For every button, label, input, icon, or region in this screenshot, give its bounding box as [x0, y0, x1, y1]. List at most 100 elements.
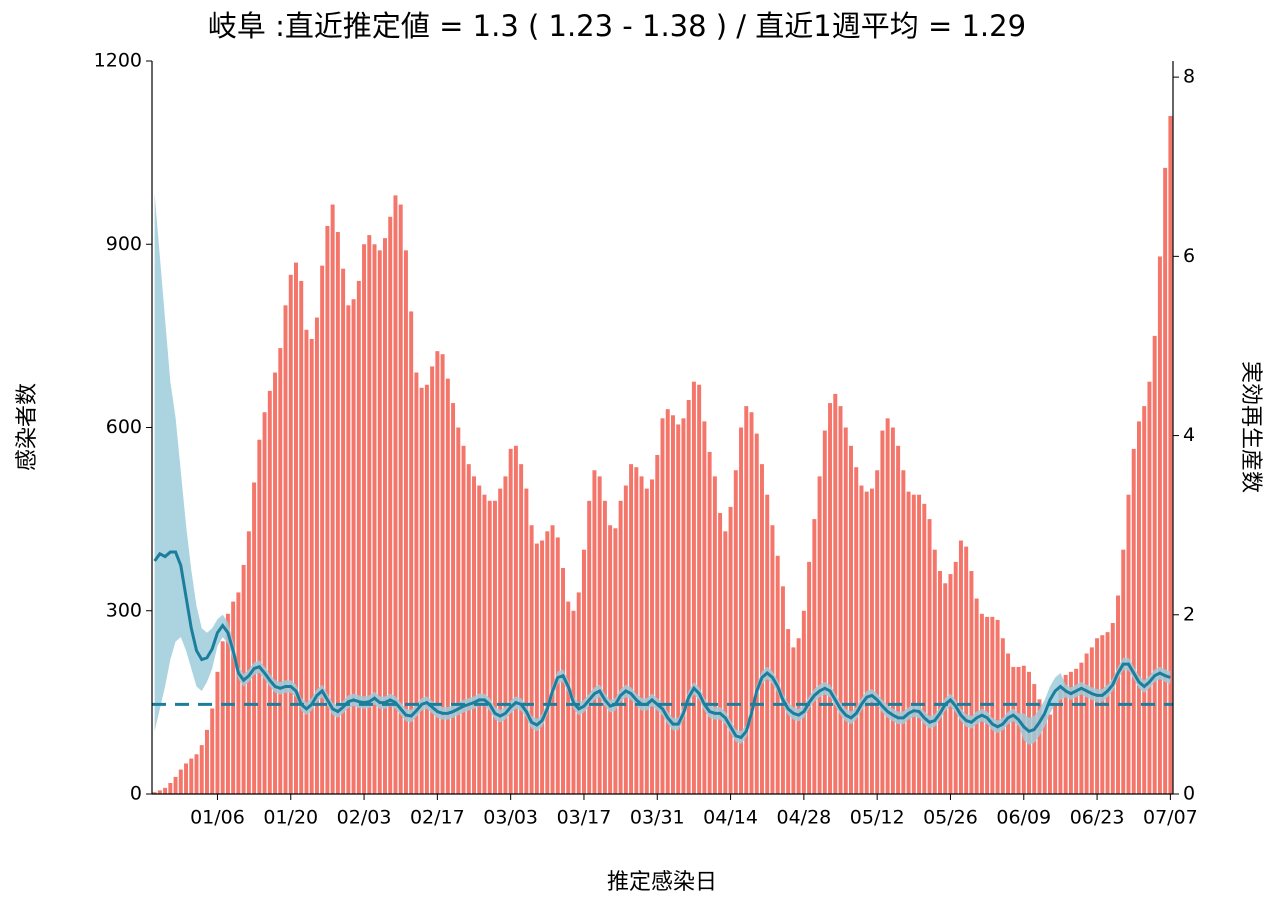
bar	[262, 412, 267, 794]
bar	[456, 427, 461, 794]
y-tick-label: 1200	[94, 50, 142, 72]
bar	[257, 439, 262, 794]
bar	[958, 540, 963, 794]
bar	[1011, 666, 1016, 794]
bar	[922, 503, 927, 794]
bar	[388, 216, 393, 794]
bar	[697, 384, 702, 794]
bar	[314, 317, 319, 794]
y2-tick-label: 4	[1183, 424, 1195, 446]
bar	[953, 561, 958, 794]
bar	[1147, 381, 1152, 794]
bar	[581, 549, 586, 794]
bar	[702, 421, 707, 794]
bar	[204, 729, 209, 794]
bar	[969, 571, 974, 794]
bar	[1079, 662, 1084, 794]
bar	[707, 451, 712, 794]
x-tick-label: 07/07	[1143, 807, 1198, 829]
bar	[1047, 714, 1052, 794]
bar	[288, 274, 293, 795]
bar	[639, 476, 644, 794]
bar	[812, 519, 817, 794]
bar	[492, 500, 497, 794]
bar	[157, 790, 162, 794]
bar	[419, 387, 424, 794]
bar	[587, 500, 592, 794]
bar	[943, 583, 948, 794]
bar	[739, 427, 744, 794]
bar	[801, 610, 806, 794]
bar	[681, 418, 686, 794]
bar	[634, 467, 639, 794]
bar	[770, 525, 775, 794]
bar	[597, 476, 602, 794]
bar	[691, 381, 696, 794]
y-tick-label: 0	[130, 783, 142, 805]
bar	[498, 488, 503, 794]
bar	[1037, 699, 1042, 794]
bar	[524, 488, 529, 794]
bar	[754, 433, 759, 794]
bar	[293, 262, 298, 794]
bar	[932, 549, 937, 794]
bar	[372, 244, 377, 794]
bar	[163, 787, 168, 794]
bar	[393, 195, 398, 795]
bar	[655, 454, 660, 794]
bar	[906, 491, 911, 794]
x-tick-label: 01/20	[263, 807, 318, 829]
bar	[487, 500, 492, 794]
bar	[330, 204, 335, 794]
x-tick-label: 03/17	[557, 807, 612, 829]
y-axis-title: 感染者数	[15, 383, 40, 471]
bar	[529, 525, 534, 794]
x-tick-label: 03/03	[483, 807, 538, 829]
bar	[325, 225, 330, 795]
bar	[1131, 448, 1136, 794]
bar	[749, 412, 754, 794]
bar	[503, 476, 508, 794]
x-tick-label: 02/17	[410, 807, 465, 829]
bar	[1157, 256, 1162, 794]
bar	[383, 238, 387, 794]
bar	[267, 390, 272, 794]
bar	[508, 448, 513, 794]
bar	[194, 754, 199, 794]
bar	[833, 393, 838, 794]
bar	[849, 445, 853, 794]
bar	[665, 409, 670, 794]
bar	[445, 378, 450, 794]
bar	[356, 280, 361, 794]
y2-tick-label: 0	[1183, 783, 1195, 805]
bar	[1105, 632, 1110, 794]
bar	[215, 671, 220, 794]
bar	[1110, 622, 1115, 794]
bar	[540, 540, 545, 794]
bar	[880, 430, 885, 794]
bar	[759, 464, 764, 794]
bar	[451, 403, 456, 794]
bar	[995, 619, 1000, 794]
x-tick-label: 06/23	[1070, 807, 1125, 829]
bar	[246, 531, 251, 794]
bar	[780, 586, 785, 794]
y-tick-label: 300	[106, 599, 142, 621]
bar	[828, 403, 833, 794]
bar	[948, 574, 953, 794]
x-tick-label: 04/14	[703, 807, 758, 829]
y2-tick-label: 6	[1183, 245, 1195, 267]
bar	[602, 500, 607, 794]
x-axis-title: 推定感染日	[607, 870, 717, 895]
bar	[273, 372, 278, 794]
bar	[472, 476, 476, 794]
bar	[440, 354, 445, 794]
bar	[791, 647, 796, 794]
bar	[346, 305, 351, 794]
x-tick-label: 02/03	[337, 807, 392, 829]
bar	[210, 708, 215, 794]
bar	[1116, 595, 1121, 794]
bar	[414, 372, 419, 794]
bar	[896, 445, 901, 794]
